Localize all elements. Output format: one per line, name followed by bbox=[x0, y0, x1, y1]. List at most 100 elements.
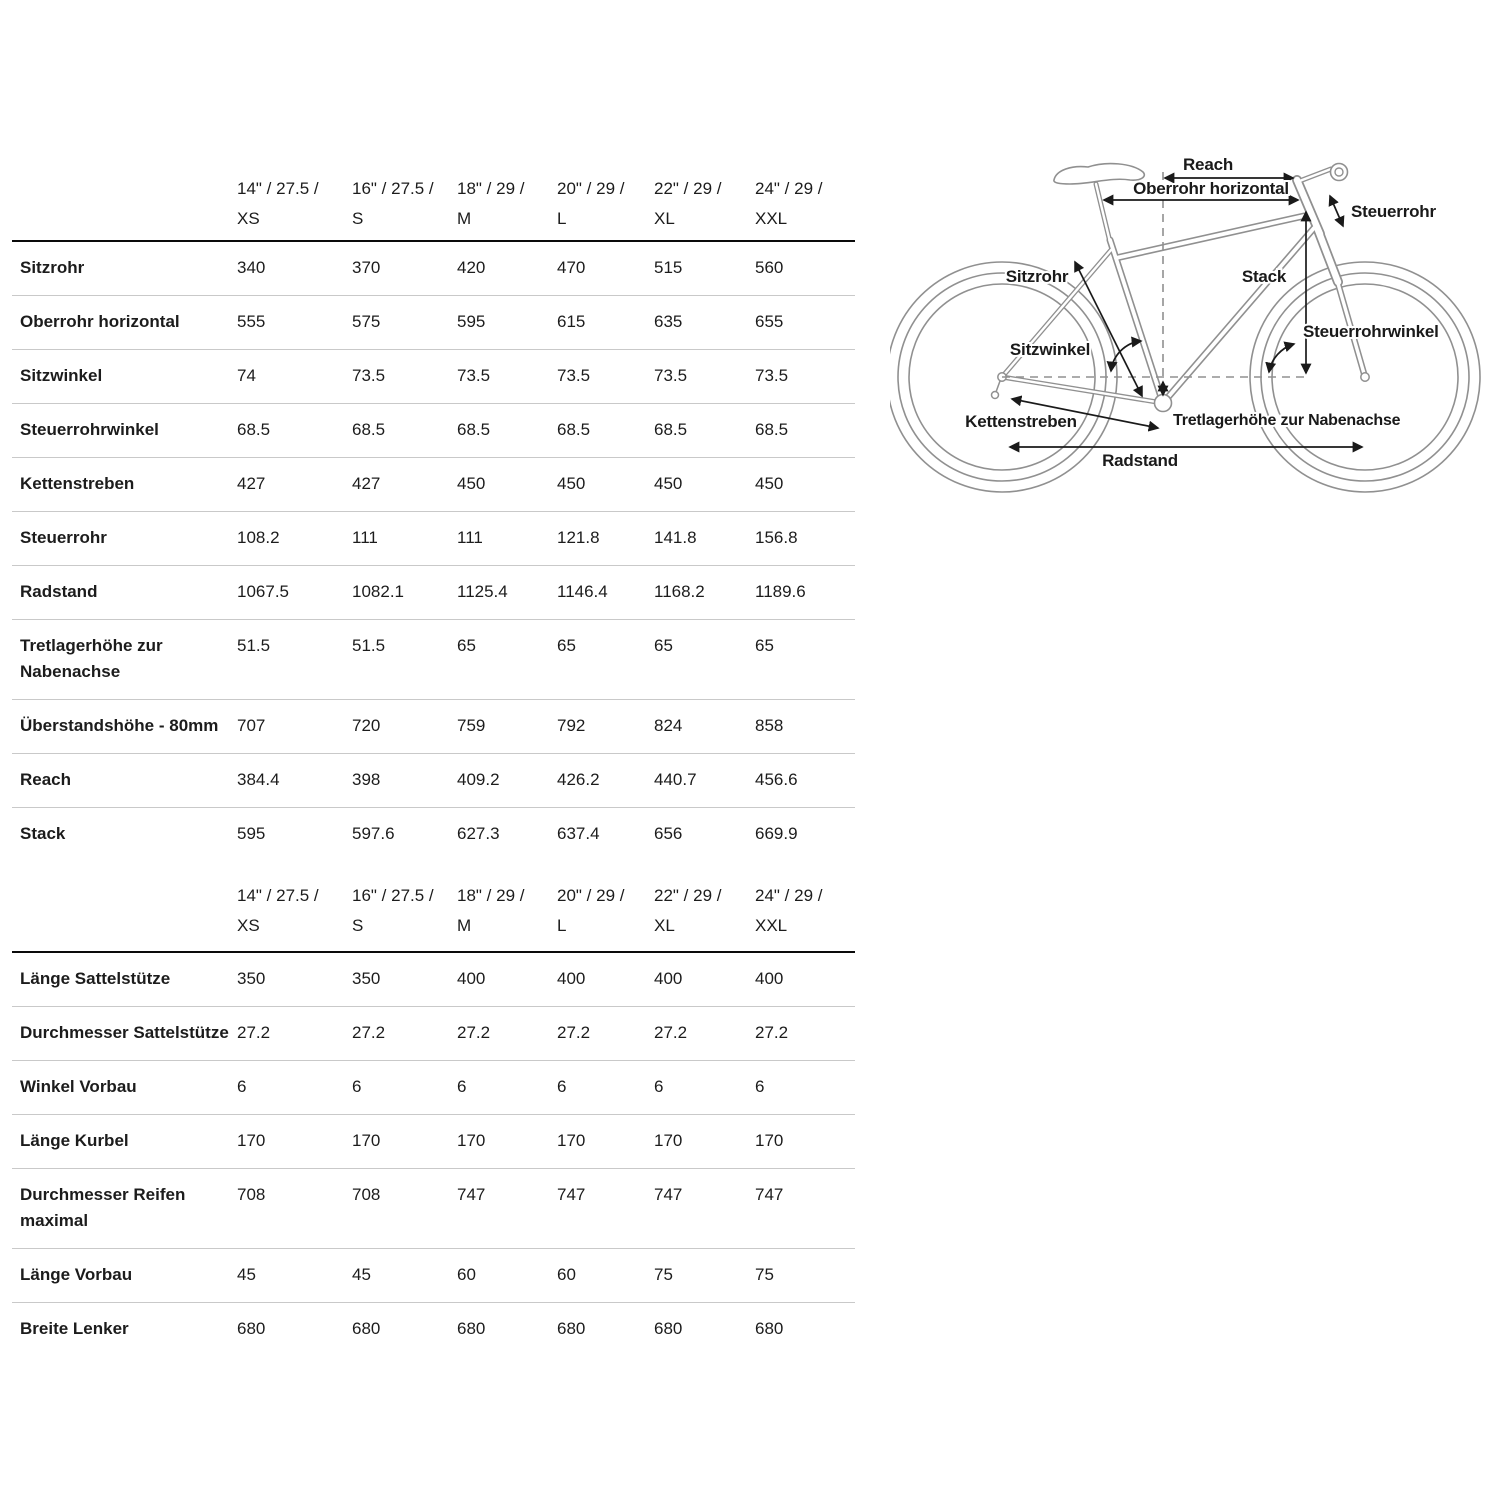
size-column-header: 18" / 29 / M bbox=[457, 170, 557, 240]
value-cell: 555 bbox=[237, 312, 266, 331]
table-row: Sitzwinkel 74 73.5 73.5 73.5 73.5 73.5 bbox=[12, 349, 855, 403]
size-column-header: 20" / 29 / L bbox=[557, 170, 654, 240]
value-cell: 170 bbox=[557, 1131, 586, 1150]
value-cell: 108.2 bbox=[237, 528, 280, 547]
corner-cell bbox=[20, 170, 237, 240]
value-cell: 73.5 bbox=[457, 366, 491, 385]
row-label: Kettenstreben bbox=[20, 474, 135, 493]
value-cell: 680 bbox=[237, 1319, 266, 1338]
size-header-line2: XL bbox=[654, 916, 675, 935]
value-cell: 627.3 bbox=[457, 824, 500, 843]
steuerrohrwinkel-arc bbox=[1265, 341, 1296, 374]
value-cell: 65 bbox=[654, 636, 673, 655]
size-column-header: 16" / 27.5 / S bbox=[352, 861, 457, 951]
size-header-line2: L bbox=[557, 916, 567, 935]
value-cell: 27.2 bbox=[457, 1023, 491, 1042]
handlebar-icon bbox=[1329, 162, 1349, 182]
row-label: Länge Kurbel bbox=[20, 1131, 129, 1150]
size-header-line1: 22" / 29 / bbox=[654, 179, 722, 198]
geometry-table: 14" / 27.5 / XS 16" / 27.5 / S 18" / 29 / M 20… bbox=[12, 170, 855, 1356]
value-cell: 708 bbox=[237, 1185, 266, 1204]
row-label: Tretlagerhöhe zur Nabenachse bbox=[20, 636, 163, 681]
table-section: 14" / 27.5 / XS 16" / 27.5 / S 18" / 29 / M 20… bbox=[12, 861, 855, 1356]
value-cell: 51.5 bbox=[352, 636, 386, 655]
table-row: Steuerrohrwinkel 68.5 68.5 68.5 68.5 68.5 68.5 bbox=[12, 403, 855, 457]
diagram-label-sitzrohr: Sitzrohr bbox=[1006, 267, 1069, 286]
value-cell: 747 bbox=[457, 1185, 486, 1204]
value-cell: 68.5 bbox=[654, 420, 688, 439]
size-header-line2: XS bbox=[237, 209, 260, 228]
value-cell: 370 bbox=[352, 258, 381, 277]
size-header-line1: 16" / 27.5 / bbox=[352, 886, 434, 905]
value-cell: 1082.1 bbox=[352, 582, 404, 601]
value-cell: 68.5 bbox=[755, 420, 789, 439]
diagram-label-sitzwinkel: Sitzwinkel bbox=[1010, 340, 1090, 359]
row-label: Steuerrohrwinkel bbox=[20, 420, 159, 439]
bike-frame-icon bbox=[999, 166, 1369, 407]
row-label: Sitzrohr bbox=[20, 258, 85, 277]
size-header-line1: 20" / 29 / bbox=[557, 886, 625, 905]
value-cell: 680 bbox=[654, 1319, 683, 1338]
table-body: Länge Sattelstütze 350 350 400 400 400 400 Durc… bbox=[12, 951, 855, 1356]
value-cell: 170 bbox=[654, 1131, 683, 1150]
size-header-line1: 16" / 27.5 / bbox=[352, 179, 434, 198]
diagram-label-steuerrohr: Steuerrohr bbox=[1351, 202, 1436, 221]
row-label: Stack bbox=[20, 824, 66, 843]
value-cell: 400 bbox=[755, 969, 784, 988]
value-cell: 27.2 bbox=[755, 1023, 789, 1042]
value-cell: 65 bbox=[457, 636, 476, 655]
value-cell: 450 bbox=[755, 474, 784, 493]
value-cell: 759 bbox=[457, 716, 486, 735]
size-column-header: 24" / 29 / XXL bbox=[755, 170, 855, 240]
table-row: Länge Kurbel 170 170 170 170 170 170 bbox=[12, 1114, 855, 1168]
value-cell: 111 bbox=[352, 528, 378, 547]
value-cell: 420 bbox=[457, 258, 486, 277]
value-cell: 747 bbox=[557, 1185, 586, 1204]
row-label: Winkel Vorbau bbox=[20, 1077, 137, 1096]
value-cell: 680 bbox=[352, 1319, 381, 1338]
table-row: Breite Lenker 680 680 680 680 680 680 bbox=[12, 1302, 855, 1356]
value-cell: 680 bbox=[755, 1319, 784, 1338]
value-cell: 858 bbox=[755, 716, 784, 735]
value-cell: 400 bbox=[457, 969, 486, 988]
kettenstreben-arrow bbox=[1010, 395, 1160, 432]
diagram-label-stack: Stack bbox=[1242, 267, 1287, 286]
size-column-header: 16" / 27.5 / S bbox=[352, 170, 457, 240]
value-cell: 75 bbox=[755, 1265, 774, 1284]
value-cell: 635 bbox=[654, 312, 683, 331]
bike-diagram-svg: Reach Oberrohr horizontal Steuerrohr Sta… bbox=[886, 153, 1481, 493]
value-cell: 615 bbox=[557, 312, 586, 331]
size-column-header: 20" / 29 / L bbox=[557, 861, 654, 951]
table-body: Sitzrohr 340 370 420 470 515 560 Oberrohr horiz… bbox=[12, 240, 855, 861]
table-row: Überstandshöhe - 80mm 707 720 759 792 824 858 bbox=[12, 699, 855, 753]
table-row: Tretlagerhöhe zur Nabenachse 51.5 51.5 65 65… bbox=[12, 619, 855, 699]
value-cell: 73.5 bbox=[557, 366, 591, 385]
value-cell: 398 bbox=[352, 770, 381, 789]
size-column-header: 18" / 29 / M bbox=[457, 861, 557, 951]
value-cell: 515 bbox=[654, 258, 683, 277]
row-label: Breite Lenker bbox=[20, 1319, 129, 1338]
value-cell: 560 bbox=[755, 258, 784, 277]
value-cell: 45 bbox=[237, 1265, 256, 1284]
table-section: 14" / 27.5 / XS 16" / 27.5 / S 18" / 29 / M 20… bbox=[12, 170, 855, 861]
value-cell: 170 bbox=[352, 1131, 381, 1150]
value-cell: 680 bbox=[557, 1319, 586, 1338]
value-cell: 27.2 bbox=[557, 1023, 591, 1042]
value-cell: 73.5 bbox=[755, 366, 789, 385]
value-cell: 27.2 bbox=[352, 1023, 386, 1042]
row-label: Oberrohr horizontal bbox=[20, 312, 180, 331]
table-row: Länge Sattelstütze 350 350 400 400 400 400 bbox=[12, 951, 855, 1006]
diagram-label-kettenstreben: Kettenstreben bbox=[965, 412, 1077, 431]
value-cell: 65 bbox=[755, 636, 774, 655]
value-cell: 450 bbox=[654, 474, 683, 493]
size-header-row: 14" / 27.5 / XS 16" / 27.5 / S 18" / 29 / M 20… bbox=[12, 861, 855, 951]
value-cell: 747 bbox=[755, 1185, 784, 1204]
value-cell: 340 bbox=[237, 258, 266, 277]
value-cell: 170 bbox=[457, 1131, 486, 1150]
value-cell: 45 bbox=[352, 1265, 371, 1284]
front-dropout-icon bbox=[1360, 372, 1370, 382]
value-cell: 65 bbox=[557, 636, 576, 655]
value-cell: 400 bbox=[557, 969, 586, 988]
table-row: Durchmesser Sattelstütze 27.2 27.2 27.2 27.2… bbox=[12, 1006, 855, 1060]
